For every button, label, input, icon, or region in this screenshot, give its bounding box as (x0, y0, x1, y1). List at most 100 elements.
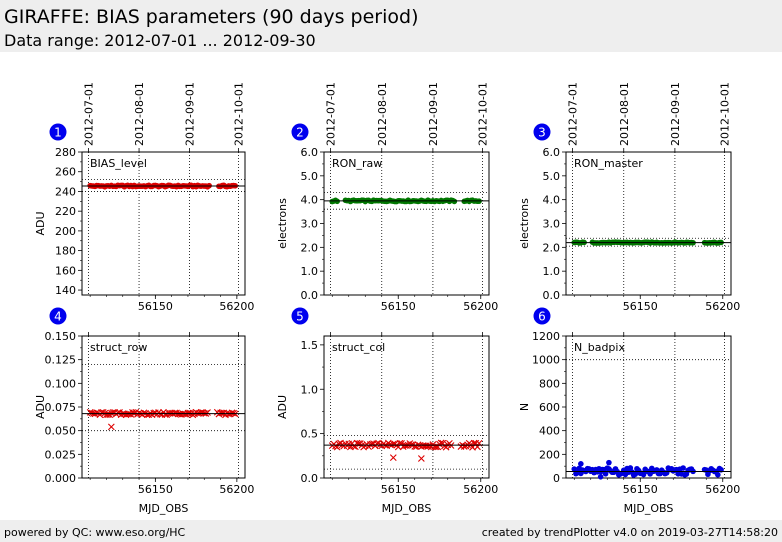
data-point (389, 454, 397, 461)
y-tick-label: 260 (55, 166, 76, 179)
plot-frame (323, 335, 490, 479)
y-tick-label: 240 (55, 185, 76, 198)
y-tick-label: 3.0 (301, 218, 319, 231)
data-point (602, 470, 609, 477)
panel-number: 3 (538, 126, 546, 140)
y-tick-label: 280 (55, 146, 76, 159)
y-tick-label: 140 (55, 284, 76, 297)
y-tick-label: 200 (539, 448, 560, 461)
x-tick-label: 56200 (219, 483, 254, 496)
y-tick-label: 180 (55, 245, 76, 258)
panel-label: N_badpix (574, 341, 625, 354)
y-tick-label: 600 (539, 401, 560, 414)
y-tick-label: 6.0 (301, 146, 319, 159)
data-point (632, 471, 639, 477)
data-point (204, 409, 211, 416)
y-axis-label: ADU (276, 395, 289, 419)
date-tick-label: 2012-09-01 (669, 82, 682, 146)
panel-number: 4 (54, 310, 62, 324)
date-tick-label: 2012-10-01 (232, 82, 245, 146)
data-point (606, 459, 612, 466)
chart-panel-1: 2012-07-01 2012-08-01 2012-09-01 2012-10-01… (34, 82, 254, 313)
y-tick-label: 1.5 (301, 339, 319, 352)
y-tick-label: 0.0 (301, 472, 319, 485)
y-tick-label: 0.000 (45, 472, 77, 485)
date-tick-label: 2012-08-01 (133, 82, 146, 146)
panel-label: struct_col (332, 341, 385, 354)
y-tick-label: 0.5 (301, 428, 319, 441)
powered-by-text: powered by QC: www.eso.org/HC (4, 526, 186, 539)
data-point (140, 409, 148, 417)
y-tick-label: 1.0 (543, 265, 561, 278)
date-tick-label: 2012-07-01 (325, 82, 338, 146)
y-tick-label: 1.0 (301, 383, 319, 396)
x-tick-label: 56150 (138, 300, 173, 313)
y-axis-label: electrons (518, 198, 531, 249)
x-tick-label: 56200 (463, 300, 498, 313)
panel-number-badge (291, 307, 309, 325)
y-tick-label: 0.100 (45, 377, 77, 390)
report-footer: powered by QC: www.eso.org/HC created by… (0, 520, 782, 542)
page-title: GIRAFFE: BIAS parameters (90 days period… (4, 6, 419, 28)
panel-label: struct_row (90, 341, 147, 354)
x-tick-label: 56150 (381, 483, 416, 496)
y-tick-label: 0.0 (301, 289, 319, 302)
y-tick-label: 0.025 (45, 448, 77, 461)
plot-frame (565, 335, 732, 479)
y-tick-label: 200 (55, 225, 76, 238)
date-tick-label: 2012-09-01 (427, 82, 440, 146)
y-tick-label: 4.0 (543, 194, 561, 207)
y-tick-label: 5.0 (543, 170, 561, 183)
data-range-subtitle: Data range: 2012-07-01 ... 2012-09-30 (4, 31, 316, 50)
y-tick-label: 1.0 (301, 265, 319, 278)
panel-label: RON_raw (332, 157, 382, 170)
report-header: GIRAFFE: BIAS parameters (90 days period… (0, 0, 782, 52)
plot-frame (323, 151, 490, 296)
panel-label: BIAS_level (90, 157, 147, 170)
y-axis-label: ADU (34, 211, 47, 235)
panel-number: 6 (538, 310, 546, 324)
plot-frame (81, 335, 246, 479)
y-tick-label: 0.075 (45, 401, 77, 414)
date-tick-label: 2012-09-01 (184, 82, 197, 146)
y-axis-label: electrons (276, 198, 289, 249)
date-tick-label: 2012-10-01 (476, 82, 489, 146)
data-point (99, 409, 107, 416)
panel-number-badge (533, 307, 551, 325)
data-point (411, 443, 419, 450)
chart-panel-2: 2012-07-01 2012-08-01 2012-09-01 2012-10-01… (276, 82, 498, 313)
chart-panel-6: 0 200 400 600 800 1000 1200 56150 56200 N MJD_OBS N… (518, 307, 740, 515)
date-tick-label: 2012-08-01 (618, 82, 631, 146)
data-point (597, 474, 604, 480)
data-point (107, 423, 115, 431)
panel-number: 2 (296, 126, 304, 140)
data-point (451, 198, 458, 205)
date-tick-label: 2012-07-01 (567, 82, 580, 146)
date-tick-label: 2012-08-01 (376, 82, 389, 146)
x-tick-label: 56150 (381, 300, 416, 313)
trend-plots: 2012-07-01 2012-08-01 2012-09-01 2012-10-01… (34, 82, 740, 515)
y-tick-label: 1200 (532, 330, 560, 343)
y-tick-label: 0 (553, 472, 560, 485)
y-tick-label: 220 (55, 205, 76, 218)
chart-panel-3: 2012-07-01 2012-08-01 2012-09-01 2012-10-01… (518, 82, 740, 313)
x-axis-label: MJD_OBS (382, 502, 432, 515)
y-axis-label: N (518, 403, 531, 411)
data-point (571, 466, 578, 472)
y-tick-label: 160 (55, 264, 76, 277)
x-axis-label: MJD_OBS (624, 502, 674, 515)
x-axis-label: MJD_OBS (139, 502, 189, 515)
panel-number-badge (533, 123, 551, 141)
plot-frame (565, 151, 732, 296)
panel-number: 1 (54, 126, 62, 140)
panel-label: RON_master (574, 157, 643, 170)
x-tick-label: 56200 (705, 300, 740, 313)
y-tick-label: 0.050 (45, 425, 77, 438)
data-point (417, 455, 425, 462)
y-tick-label: 1000 (532, 354, 560, 367)
data-point (680, 465, 686, 471)
created-by-text: created by trendPlotter v4.0 on 2019-03-… (481, 526, 778, 539)
y-tick-label: 6.0 (543, 146, 561, 159)
y-tick-label: 2.0 (301, 241, 319, 254)
y-tick-label: 4.0 (301, 194, 319, 207)
